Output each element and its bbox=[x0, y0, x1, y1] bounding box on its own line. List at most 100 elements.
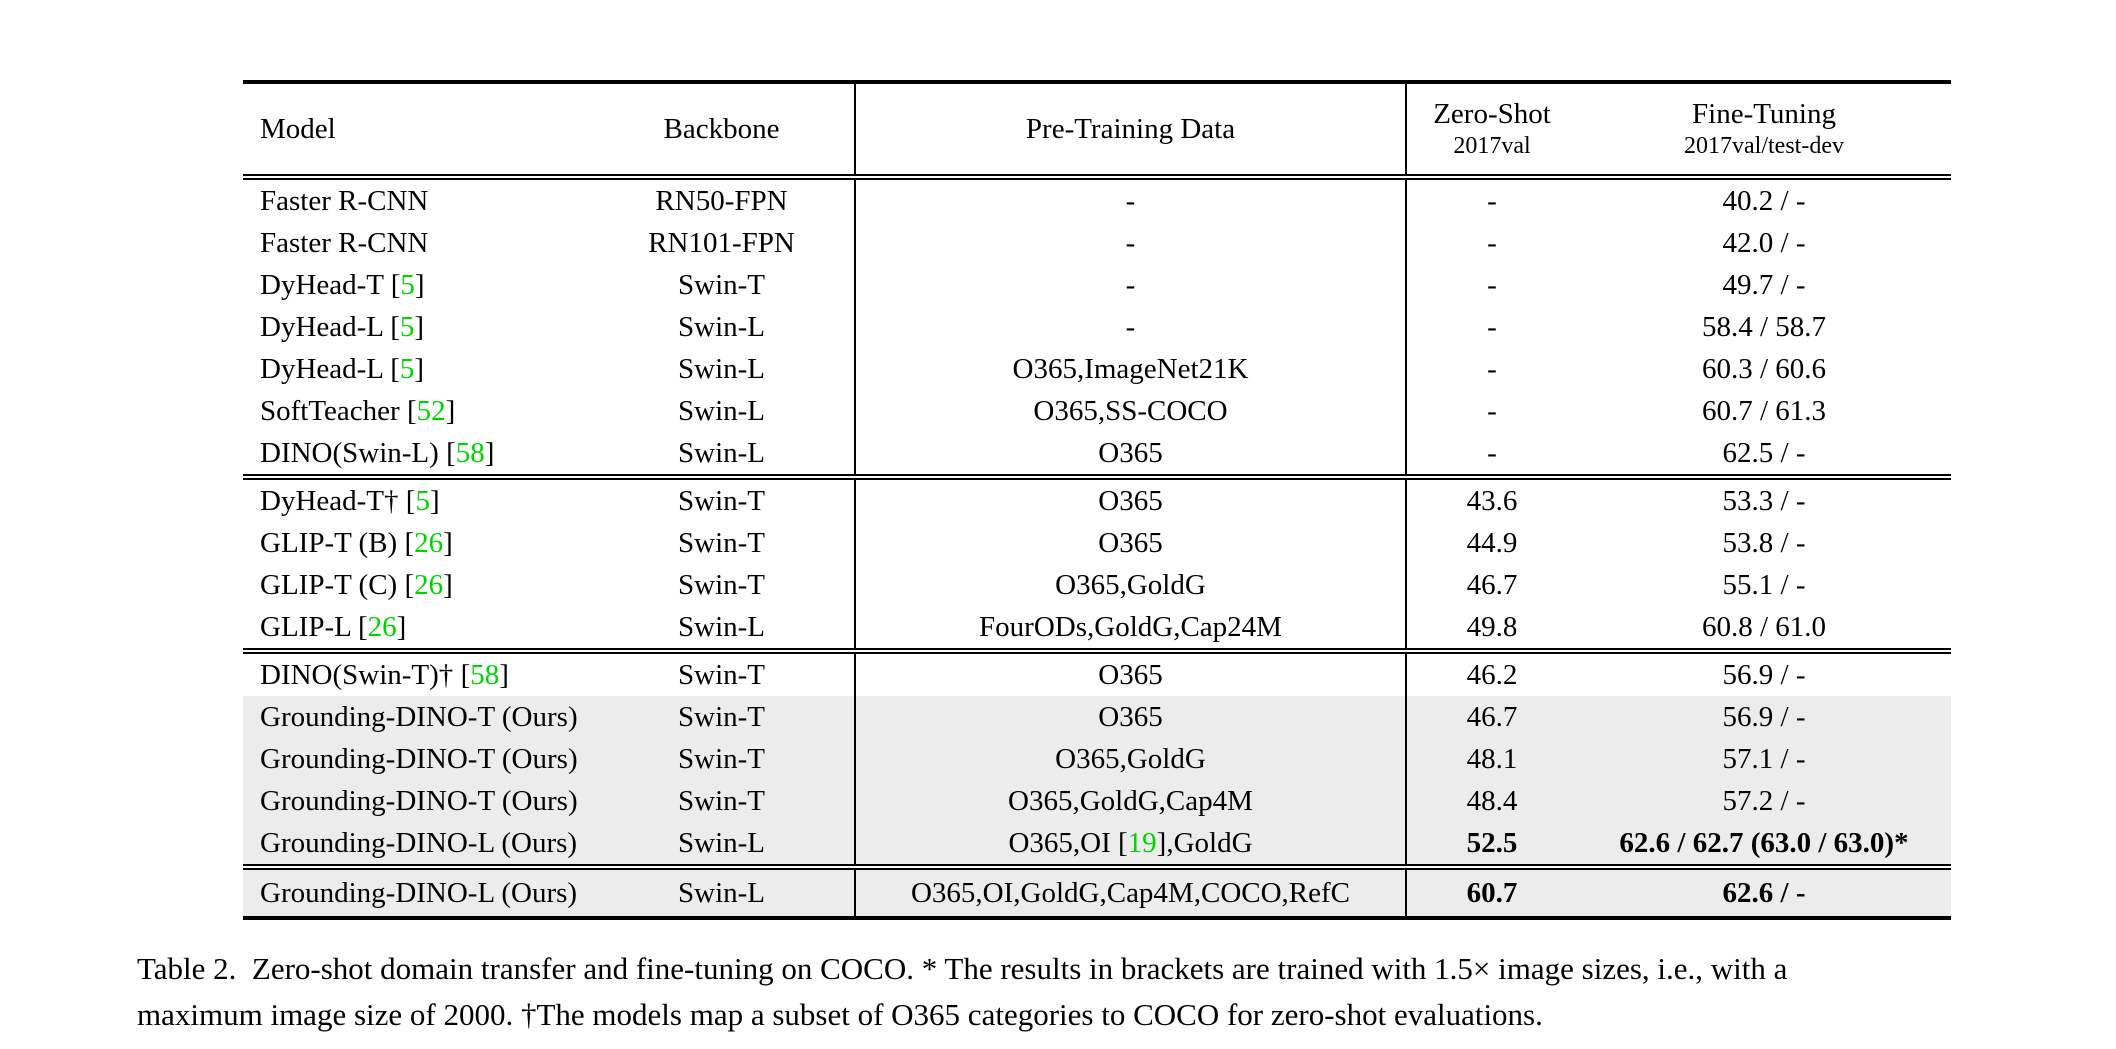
cell-finetune: 60.3 / 60.6 bbox=[1701, 352, 1827, 385]
table-row: GLIP-L [26] Swin-L FourODs,GoldG,Cap24M 49.… bbox=[243, 606, 1951, 648]
table-block-3: DINO(Swin-T)† [58] Swin-T O365 46.2 56.9 / -… bbox=[243, 654, 1951, 870]
cell-pretrain: O365 bbox=[854, 432, 1405, 474]
table-row: DyHead-L [5] Swin-L O365,ImageNet21K - 60.3 … bbox=[243, 348, 1951, 390]
cell-backbone: Swin-T bbox=[589, 738, 854, 780]
table-row: Grounding-DINO-L (Ours) Swin-L O365,OI,Gol… bbox=[243, 870, 1951, 916]
cell-pretrain: - bbox=[854, 306, 1405, 348]
table-body: Faster R-CNN RN50-FPN - -40.2 / - Faster R-C… bbox=[243, 180, 1951, 916]
citation-link[interactable]: 5 bbox=[399, 352, 415, 385]
citation-link[interactable]: 5 bbox=[415, 484, 430, 517]
citation-link[interactable]: 52 bbox=[416, 394, 446, 427]
cell-finetune: 53.8 / - bbox=[1722, 526, 1806, 559]
table-row: GLIP-T (C) [26] Swin-T O365,GoldG 46.7 55.1 … bbox=[243, 564, 1951, 606]
cell-pretrain: O365 bbox=[854, 480, 1405, 522]
cell-model: SoftTeacher [52] bbox=[260, 394, 456, 427]
cell-pretrain: O365,GoldG,Cap4M bbox=[854, 780, 1405, 822]
zero-shot-title: Zero-Shot bbox=[1433, 98, 1551, 130]
cell-backbone: Swin-L bbox=[678, 610, 765, 643]
cell-model: GLIP-T (C) [26] bbox=[260, 568, 453, 601]
cell-pretrain: - bbox=[854, 222, 1405, 264]
citation-link[interactable]: 26 bbox=[414, 568, 444, 601]
cell-pretrain: - bbox=[854, 180, 1405, 222]
cell-zeroshot: 46.7 bbox=[1405, 696, 1577, 738]
column-header-model: Model bbox=[260, 112, 336, 145]
cell-model: DINO(Swin-T)† [58] bbox=[260, 658, 509, 691]
citation-link[interactable]: 58 bbox=[470, 658, 500, 691]
cell-finetune: 58.4 / 58.7 bbox=[1701, 310, 1827, 343]
cell-model: GLIP-L [26] bbox=[260, 610, 407, 643]
cell-pretrain: O365,GoldG bbox=[854, 564, 1405, 606]
cell-model: Faster R-CNN bbox=[260, 226, 429, 259]
cell-model: GLIP-T (B) [26] bbox=[260, 526, 453, 559]
cell-backbone: Swin-T bbox=[589, 780, 854, 822]
column-header-backbone: Backbone bbox=[663, 112, 780, 145]
cell-zeroshot: - bbox=[1405, 264, 1577, 306]
cell-finetune: 57.2 / - bbox=[1577, 780, 1951, 822]
cell-finetune: 62.6 / - bbox=[1577, 870, 1951, 916]
citation-link[interactable]: 26 bbox=[367, 610, 397, 643]
cell-model: Grounding-DINO-T (Ours) bbox=[243, 780, 589, 822]
cell-pretrain: O365,OI,GoldG,Cap4M,COCO,RefC bbox=[854, 870, 1405, 916]
cell-zeroshot: 52.5 bbox=[1405, 822, 1577, 864]
cell-backbone: Swin-T bbox=[589, 696, 854, 738]
cell-finetune: 42.0 / - bbox=[1722, 226, 1806, 259]
cell-backbone: Swin-T bbox=[678, 658, 765, 691]
cell-pretrain: O365,SS-COCO bbox=[854, 390, 1405, 432]
cell-backbone: Swin-T bbox=[678, 526, 765, 559]
cell-pretrain: FourODs,GoldG,Cap24M bbox=[854, 606, 1405, 648]
cell-backbone: Swin-L bbox=[589, 870, 854, 916]
cell-finetune: 53.3 / - bbox=[1722, 484, 1806, 517]
column-header-pretraining-data: Pre-Training Data bbox=[854, 84, 1405, 174]
fine-tuning-title: Fine-Tuning bbox=[1692, 98, 1836, 130]
cell-pretrain: O365,GoldG bbox=[854, 738, 1405, 780]
table-block-1: Faster R-CNN RN50-FPN - -40.2 / - Faster R-C… bbox=[243, 180, 1951, 480]
citation-link[interactable]: 58 bbox=[455, 436, 485, 469]
table-row: DyHead-T† [5] Swin-T O365 43.6 53.3 / - bbox=[243, 480, 1951, 522]
table-caption: Table 2. Zero-shot domain transfer and f… bbox=[137, 946, 2047, 1038]
cell-zeroshot: 60.7 bbox=[1405, 870, 1577, 916]
cell-pretrain: O365 bbox=[854, 654, 1405, 696]
cell-model: Grounding-DINO-L (Ours) bbox=[243, 870, 589, 916]
zero-shot-subtitle: 2017val bbox=[1453, 133, 1531, 159]
cell-zeroshot: - bbox=[1405, 306, 1577, 348]
table-row: DINO(Swin-T)† [58] Swin-T O365 46.2 56.9 / - bbox=[243, 654, 1951, 696]
table-row: Faster R-CNN RN101-FPN - - 42.0 / - bbox=[243, 222, 1951, 264]
cell-zeroshot: 48.1 bbox=[1405, 738, 1577, 780]
cell-backbone: RN50-FPN bbox=[655, 184, 788, 217]
caption-line-2: maximum image size of 2000. †The models … bbox=[137, 997, 1543, 1032]
cell-pretrain: - bbox=[854, 264, 1405, 306]
cell-finetune: 56.9 / - bbox=[1577, 696, 1951, 738]
table-row: SoftTeacher [52] Swin-L O365,SS-COCO - 60.7 … bbox=[243, 390, 1951, 432]
cell-finetune: 49.7 / - bbox=[1722, 268, 1806, 301]
cell-pretrain: O365,ImageNet21K bbox=[854, 348, 1405, 390]
cell-model: DyHead-L [5] bbox=[260, 352, 425, 385]
cell-backbone: Swin-T bbox=[678, 268, 765, 301]
citation-link[interactable]: 5 bbox=[400, 268, 415, 301]
cell-finetune: 40.2 / - bbox=[1722, 184, 1806, 217]
table-row: Grounding-DINO-L (Ours) Swin-L O365,OI [19… bbox=[243, 822, 1951, 864]
cell-model: DyHead-L [5] bbox=[260, 310, 425, 343]
cell-pretrain: O365 bbox=[854, 696, 1405, 738]
cell-backbone: Swin-T bbox=[678, 484, 765, 517]
table-row: DyHead-T [5] Swin-T - - 49.7 / - bbox=[243, 264, 1951, 306]
cell-finetune: 60.8 / 61.0 bbox=[1701, 610, 1827, 643]
cell-finetune: 62.5 / - bbox=[1722, 436, 1806, 469]
fine-tuning-subtitle: 2017val/test-dev bbox=[1684, 133, 1844, 159]
cell-finetune: 56.9 / - bbox=[1722, 658, 1806, 691]
cell-zeroshot: 43.6 bbox=[1405, 480, 1577, 522]
column-header-fine-tuning: Fine-Tuning 2017val/test-dev bbox=[1577, 84, 1951, 174]
cell-finetune: 57.1 / - bbox=[1577, 738, 1951, 780]
table-row: GLIP-T (B) [26] Swin-T O365 44.9 53.8 / - bbox=[243, 522, 1951, 564]
cell-backbone: Swin-T bbox=[678, 568, 765, 601]
cell-zeroshot: 44.9 bbox=[1405, 522, 1577, 564]
cell-model: Grounding-DINO-L (Ours) bbox=[243, 822, 589, 864]
cell-backbone: Swin-L bbox=[678, 394, 765, 427]
citation-link[interactable]: 19 bbox=[1127, 826, 1157, 859]
citation-link[interactable]: 26 bbox=[414, 526, 444, 559]
cell-model: Grounding-DINO-T (Ours) bbox=[243, 738, 589, 780]
cell-zeroshot: 48.4 bbox=[1405, 780, 1577, 822]
cell-zeroshot: 46.2 bbox=[1405, 654, 1577, 696]
citation-link[interactable]: 5 bbox=[399, 310, 415, 343]
table-block-4: Grounding-DINO-L (Ours) Swin-L O365,OI,Gol… bbox=[243, 870, 1951, 916]
cell-backbone: Swin-L bbox=[589, 822, 854, 864]
